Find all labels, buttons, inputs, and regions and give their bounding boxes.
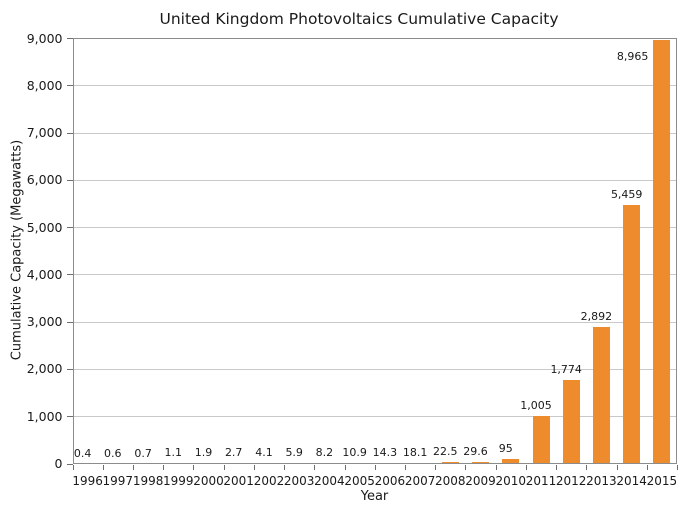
bar-value-label: 1.1 (164, 446, 183, 460)
y-tick-mark (66, 85, 73, 87)
bar-value-label: 4.1 (255, 446, 273, 460)
bar-value-label: 29.6 (463, 445, 488, 459)
chart-title: United Kingdom Photovoltaics Cumulative … (159, 10, 559, 28)
x-tick-mark (193, 464, 195, 470)
x-tick-mark (677, 464, 678, 470)
y-tick-label: 1,000 (26, 408, 63, 424)
x-tick-label: 2006 (374, 473, 406, 488)
x-tick-mark (435, 464, 437, 470)
x-tick-label: 2010 (495, 473, 527, 488)
x-tick-label: 2007 (404, 473, 436, 488)
bar-value-label: 8,965 (616, 49, 649, 63)
y-tick-label: 3,000 (26, 314, 63, 330)
bar-value-label: 2,892 (580, 309, 613, 323)
x-tick-label: 1997 (102, 473, 134, 488)
x-tick-label: 1999 (163, 473, 194, 488)
x-tick-label: 1996 (72, 473, 103, 488)
x-tick-mark (72, 464, 74, 470)
gridline (72, 274, 677, 276)
x-tick-mark (284, 464, 286, 470)
gridline (72, 132, 677, 134)
x-tick-mark (314, 464, 316, 470)
bar-value-label: 1,774 (550, 362, 582, 376)
y-tick-label: 7,000 (26, 125, 63, 141)
x-tick-mark (495, 464, 497, 470)
bar-value-label: 1.9 (194, 446, 213, 460)
bar-2011 (532, 416, 550, 464)
bar-value-label: 5.9 (285, 446, 303, 460)
bar-value-label: 18.1 (402, 445, 428, 459)
x-tick-mark (465, 464, 467, 470)
x-tick-label: 2009 (465, 473, 496, 488)
y-tick-mark (66, 274, 73, 276)
x-tick-label: 2011 (525, 473, 557, 488)
x-tick-mark (223, 464, 225, 470)
x-tick-mark (616, 464, 618, 470)
bar-2014 (623, 205, 641, 464)
bar-value-label: 1,005 (520, 399, 552, 412)
bar-value-label: 0.6 (104, 446, 122, 460)
x-tick-label: 2014 (616, 473, 647, 488)
y-tick-label: 8,000 (26, 77, 63, 93)
bar-2010 (502, 459, 520, 464)
x-tick-label: 1998 (132, 473, 164, 488)
x-tick-mark (525, 464, 527, 470)
x-tick-mark (646, 464, 648, 470)
x-tick-label: 2000 (193, 473, 224, 488)
x-tick-mark (586, 464, 588, 470)
bar-value-label: 0.7 (134, 446, 152, 460)
bar-value-label: 22.5 (433, 445, 458, 459)
x-tick-label: 2001 (223, 473, 254, 488)
y-tick-label: 6,000 (26, 172, 63, 188)
x-tick-mark (556, 464, 558, 470)
plot-border (72, 38, 677, 464)
gridline (72, 85, 677, 87)
y-tick-mark (66, 179, 73, 181)
gridline (72, 179, 677, 181)
x-tick-mark (253, 464, 255, 470)
x-tick-label: 2015 (646, 473, 678, 488)
x-tick-mark (132, 464, 134, 470)
y-tick-mark (66, 368, 73, 370)
bar-value-label: 14.3 (372, 445, 398, 459)
y-tick-mark (66, 227, 73, 229)
bar-value-label: 10.9 (342, 446, 367, 459)
x-tick-mark (344, 464, 346, 470)
y-tick-mark (66, 132, 73, 134)
x-tick-label: 2013 (586, 473, 617, 488)
y-tick-label: 9,000 (26, 30, 63, 46)
y-tick-mark (66, 463, 73, 465)
x-tick-mark (163, 464, 165, 470)
y-tick-mark (66, 38, 73, 39)
y-tick-mark (66, 321, 73, 323)
gridline (72, 321, 677, 323)
bar-value-label: 2.7 (224, 446, 243, 460)
bar-2013 (592, 326, 610, 464)
x-tick-label: 2008 (435, 473, 466, 488)
x-tick-label: 2012 (555, 473, 587, 488)
bar-value-label: 8.2 (315, 446, 334, 460)
gridline (72, 227, 677, 229)
bar-value-label: 95 (498, 442, 513, 455)
x-tick-label: 2002 (253, 473, 285, 488)
x-tick-mark (405, 464, 406, 470)
y-tick-label: 4,000 (26, 266, 63, 282)
bar-2015 (653, 39, 671, 464)
bar-value-label: 5,459 (610, 188, 643, 202)
gridline (72, 416, 677, 418)
x-tick-label: 2003 (283, 473, 315, 488)
y-tick-label: 0 (54, 456, 63, 471)
y-tick-mark (66, 416, 73, 418)
x-tick-mark (374, 464, 376, 470)
gridline (72, 368, 677, 370)
y-tick-label: 5,000 (26, 219, 63, 235)
x-tick-label: 2005 (344, 473, 375, 488)
bar-value-label: 0.4 (73, 446, 92, 460)
x-tick-mark (102, 464, 104, 470)
x-axis-label: Year (360, 489, 389, 504)
y-tick-label: 2,000 (26, 361, 63, 377)
bar-2012 (562, 379, 580, 464)
x-tick-label: 2004 (314, 473, 345, 488)
